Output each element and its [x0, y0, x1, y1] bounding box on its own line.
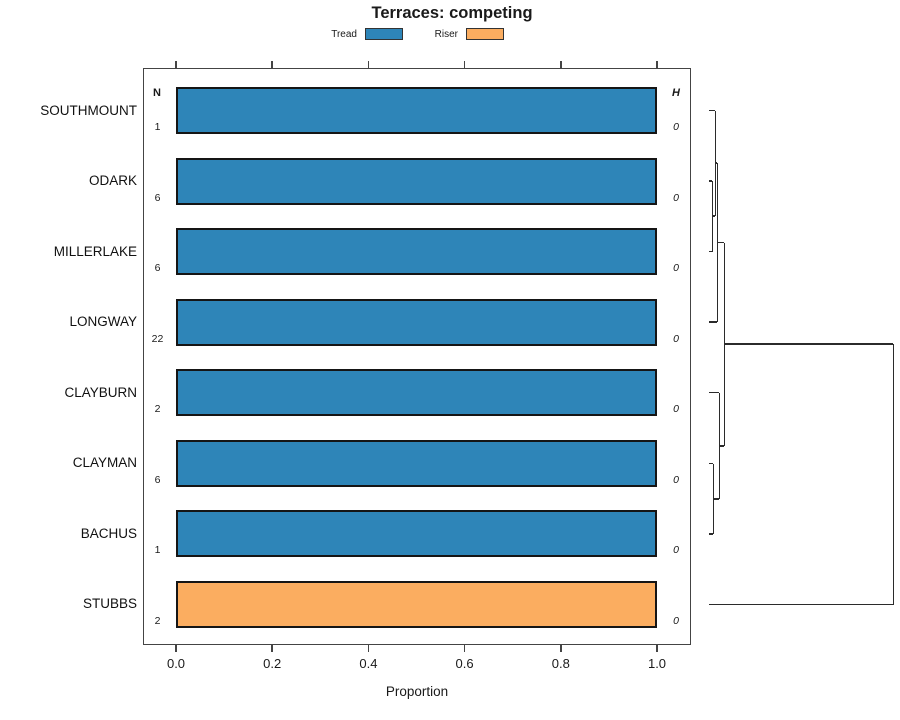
h-value-stubbs: 0: [673, 614, 679, 627]
dendrogram-segment: [714, 162, 717, 164]
n-value-bachus: 1: [154, 544, 161, 557]
dendrogram-segment: [716, 241, 724, 244]
x-tick-top: [560, 61, 562, 68]
bar-millerlake: [176, 228, 657, 276]
dendrogram-segment: [718, 445, 724, 447]
dendrogram-segment: [713, 498, 719, 500]
dendrogram-segment: [709, 603, 893, 606]
x-tick-label: 1.0: [647, 656, 667, 671]
dendrogram-segment: [709, 391, 719, 394]
x-tick-label: 0.6: [455, 656, 474, 671]
dendrogram-segment: [709, 109, 715, 112]
x-axis-title: Proportion: [385, 684, 449, 699]
h-value-bachus: 0: [673, 544, 679, 557]
bar-longway: [176, 298, 657, 346]
n-value-southmount: 1: [154, 121, 161, 133]
y-label-clayburn: CLAYBURN: [64, 384, 137, 400]
h-value-millerlake: 0: [673, 262, 679, 275]
bar-clayman: [176, 439, 657, 487]
y-label-millerlake: MILLERLAKE: [53, 243, 137, 259]
x-tick-bottom: [463, 645, 466, 652]
x-tick-bottom: [656, 645, 658, 652]
y-label-longway: LONGWAY: [69, 314, 137, 330]
y-label-bachus: BACHUS: [80, 525, 137, 541]
x-tick-label: 0.2: [263, 656, 282, 671]
legend-swatch-riser: [466, 28, 504, 40]
x-tick-bottom: [367, 645, 370, 652]
x-tick-top: [367, 61, 370, 68]
h-value-clayburn: 0: [673, 403, 679, 416]
n-value-stubbs: 2: [154, 614, 161, 627]
n-value-clayburn: 2: [154, 403, 161, 416]
x-tick-bottom: [271, 645, 273, 652]
dendrogram-segment: [709, 250, 712, 253]
y-label-clayman: CLAYMAN: [72, 455, 137, 471]
x-tick-label: 0.8: [551, 656, 570, 671]
n-column-header: N: [153, 87, 161, 99]
n-value-longway: 22: [151, 332, 164, 345]
x-tick-top: [463, 61, 466, 68]
bar-bachus: [176, 510, 657, 558]
x-tick-top: [175, 61, 177, 68]
legend-label-riser: Riser: [434, 29, 458, 40]
legend-swatch-tread: [365, 28, 403, 40]
n-value-odark: 6: [154, 191, 161, 204]
dendrogram-segment: [893, 344, 895, 605]
bar-stubbs: [176, 580, 657, 628]
bar-odark: [176, 157, 657, 205]
bar-southmount: [176, 87, 657, 134]
legend-label-tread: Tread: [331, 29, 357, 40]
h-value-odark: 0: [673, 191, 679, 204]
y-label-odark: ODARK: [88, 173, 137, 189]
dendrogram-segment: [709, 321, 717, 323]
h-value-clayman: 0: [673, 473, 679, 486]
n-value-clayman: 6: [154, 473, 161, 486]
h-value-southmount: 0: [673, 121, 679, 133]
y-label-stubbs: STUBBS: [82, 596, 137, 612]
x-tick-bottom: [175, 645, 177, 652]
x-tick-top: [656, 61, 658, 68]
x-tick-label: 0.0: [166, 656, 186, 671]
bar-clayburn: [176, 369, 657, 417]
x-tick-bottom: [560, 645, 562, 652]
dendrogram-segment: [709, 180, 712, 182]
plot-area: [143, 68, 691, 645]
n-value-millerlake: 6: [154, 262, 161, 275]
y-label-southmount: SOUTHMOUNT: [40, 102, 137, 118]
dendrogram-segment: [709, 462, 713, 465]
x-tick-top: [271, 61, 273, 68]
x-tick-label: 0.4: [359, 656, 378, 671]
dendrogram-segment: [709, 533, 713, 535]
chart-title: Terraces: competing: [371, 4, 533, 22]
h-column-header: H: [672, 87, 680, 99]
dendrogram-segment: [723, 343, 893, 345]
h-value-longway: 0: [673, 332, 679, 345]
dendrogram-segment: [712, 215, 715, 217]
